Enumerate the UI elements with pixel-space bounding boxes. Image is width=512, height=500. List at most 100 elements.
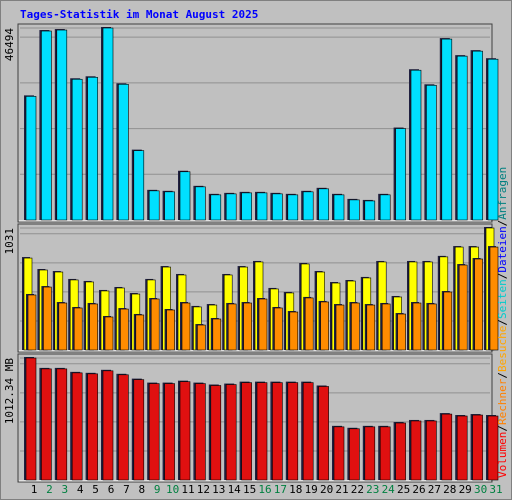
bar xyxy=(243,302,252,351)
bar xyxy=(212,318,222,351)
bar xyxy=(318,188,329,221)
bar xyxy=(166,309,175,351)
x-tick-label: 9 xyxy=(154,483,161,496)
bar xyxy=(195,383,206,481)
bar xyxy=(366,304,376,351)
bar xyxy=(256,192,268,221)
chart-title: Tages-Statistik im Monat August 2025 xyxy=(20,8,258,21)
bar xyxy=(164,191,175,221)
bar xyxy=(227,303,237,351)
bar xyxy=(25,96,37,221)
bar xyxy=(351,302,360,351)
bar xyxy=(102,370,114,481)
x-tick-label: 6 xyxy=(108,483,115,496)
x-tick-label: 13 xyxy=(212,483,225,496)
legend-entry: Seiten xyxy=(496,279,509,319)
bar xyxy=(302,382,314,481)
legend-entry: Rechner xyxy=(496,378,509,425)
bar xyxy=(210,194,222,221)
legend-separator: / xyxy=(496,425,509,432)
bar xyxy=(302,191,314,221)
bar xyxy=(87,373,98,481)
bar xyxy=(73,307,83,351)
legend-separator: / xyxy=(496,372,509,379)
bar xyxy=(318,386,329,481)
bar xyxy=(426,420,437,481)
x-tick-label: 11 xyxy=(181,483,194,496)
bar xyxy=(164,383,175,481)
bar xyxy=(71,78,83,221)
bar xyxy=(381,303,391,351)
y-tick-label: 1012.34 MB xyxy=(3,358,16,425)
x-tick-label: 31 xyxy=(489,483,502,496)
bar xyxy=(410,420,422,481)
bar xyxy=(333,426,345,481)
bar xyxy=(256,382,268,481)
x-tick-label: 1 xyxy=(31,483,38,496)
bar xyxy=(397,313,406,351)
x-tick-label: 27 xyxy=(428,483,441,496)
x-tick-label: 20 xyxy=(320,483,333,496)
bar xyxy=(274,307,283,351)
legend-separator: / xyxy=(496,319,509,326)
bar xyxy=(487,58,499,221)
bar xyxy=(456,415,468,481)
bar xyxy=(225,384,237,481)
bar xyxy=(410,69,422,221)
bar xyxy=(364,200,376,221)
bar xyxy=(133,150,145,221)
bar xyxy=(181,302,191,351)
bar xyxy=(349,199,360,221)
bar xyxy=(441,413,453,481)
bar xyxy=(197,324,206,351)
bar xyxy=(364,426,376,481)
bar xyxy=(148,190,160,221)
bar xyxy=(25,357,37,481)
bar xyxy=(43,286,52,351)
bar xyxy=(272,193,283,221)
x-tick-label: 23 xyxy=(366,483,379,496)
x-tick-label: 17 xyxy=(274,483,287,496)
legend-entry: Besuche xyxy=(496,326,509,372)
x-tick-label: 24 xyxy=(382,483,396,496)
x-tick-label: 25 xyxy=(397,483,410,496)
legend-entry: Dateien xyxy=(496,226,509,272)
x-tick-label: 15 xyxy=(243,483,256,496)
x-tick-label: 14 xyxy=(228,483,242,496)
y-tick-label: 1031 xyxy=(3,228,16,255)
bar xyxy=(89,303,98,351)
x-tick-label: 28 xyxy=(443,483,456,496)
bar xyxy=(87,76,98,221)
bar xyxy=(120,308,129,351)
bar xyxy=(349,428,360,481)
bar xyxy=(489,246,499,351)
bar xyxy=(118,374,129,481)
bar xyxy=(56,29,68,221)
legend-separator: / xyxy=(496,220,509,227)
bar xyxy=(150,298,160,351)
bar xyxy=(210,385,222,481)
x-tick-label: 21 xyxy=(335,483,348,496)
bar xyxy=(287,194,299,221)
bar xyxy=(241,192,252,221)
bar xyxy=(458,264,468,351)
bar xyxy=(472,414,483,481)
bar xyxy=(456,55,468,221)
bar xyxy=(272,382,283,481)
bar xyxy=(135,314,145,351)
bar xyxy=(426,84,437,221)
x-tick-label: 4 xyxy=(77,483,84,496)
x-tick-label: 29 xyxy=(459,483,472,496)
x-tick-label: 30 xyxy=(474,483,487,496)
bar xyxy=(441,38,453,221)
legend-separator: / xyxy=(496,273,509,280)
bar xyxy=(443,291,453,351)
bar xyxy=(258,298,268,351)
bar xyxy=(304,297,314,351)
x-tick-label: 5 xyxy=(92,483,99,496)
bar xyxy=(241,382,252,481)
bar xyxy=(27,294,37,351)
bar xyxy=(412,302,422,351)
bar xyxy=(58,302,68,351)
